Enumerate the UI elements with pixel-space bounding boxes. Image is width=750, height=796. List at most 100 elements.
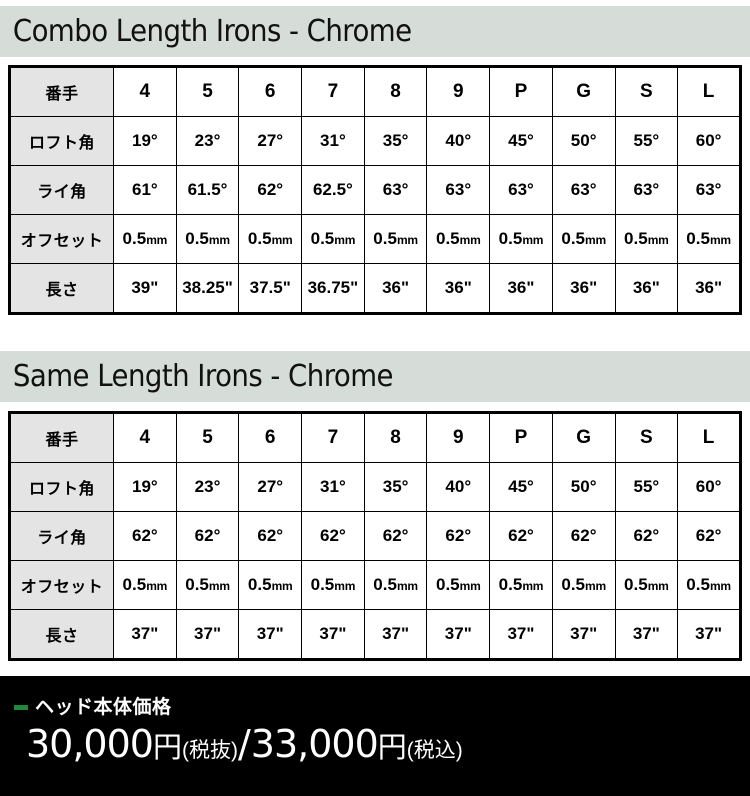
column-header-5: 5: [175, 66, 240, 117]
cell-lie-p: 62°: [489, 511, 553, 561]
column-header-6: 6: [238, 66, 303, 117]
price-excl-tax-amount: 30,000: [26, 722, 154, 766]
cell-lie-g: 62°: [551, 511, 616, 561]
cell-lie-9: 62°: [426, 511, 491, 561]
column-header-p: P: [489, 66, 553, 117]
row-header-loft: ロフト角: [9, 116, 114, 166]
offset-unit: mm: [271, 233, 293, 247]
offset-value: 0.5: [373, 229, 397, 248]
cell-length-8: 37": [363, 609, 428, 660]
cell-length-s: 37": [614, 609, 679, 660]
offset-value: 0.5: [686, 229, 710, 248]
cell-length-8: 36": [363, 263, 428, 314]
spec-table-same-wrapper: 番手 4 5 6 7 8 9 P G S L ロフト角 19° 23° 27°: [8, 411, 742, 661]
cell-offset-4: 0.5mm: [113, 560, 177, 610]
row-header-offset: オフセット: [9, 560, 114, 610]
offset-value: 0.5: [435, 575, 460, 594]
cell-lie-5: 62°: [175, 511, 240, 561]
cell-lie-g: 63°: [551, 165, 616, 215]
cell-loft-8: 35°: [363, 462, 428, 512]
cell-offset-l: 0.5mm: [677, 560, 741, 610]
table-row: 長さ 39" 38.25" 37.5" 36.75" 36" 36" 36" 3…: [9, 263, 741, 314]
cell-offset-l: 0.5mm: [677, 214, 741, 264]
price-excl-tax-yen: 円: [152, 732, 182, 764]
cell-lie-6: 62°: [238, 511, 303, 561]
cell-lie-8: 63°: [363, 165, 428, 215]
cell-length-p: 36": [489, 263, 553, 314]
offset-value: 0.5: [310, 575, 335, 594]
offset-unit: mm: [647, 233, 669, 247]
cell-lie-s: 63°: [614, 165, 679, 215]
offset-unit: mm: [647, 579, 669, 593]
offset-unit: mm: [459, 579, 481, 593]
table-row: オフセット 0.5mm 0.5mm 0.5mm 0.5mm 0.5mm 0.5m…: [9, 214, 741, 264]
section-title-band-same: Same Length Irons - Chrome: [0, 351, 750, 402]
table-row: オフセット 0.5mm 0.5mm 0.5mm 0.5mm 0.5mm 0.5m…: [9, 560, 741, 610]
row-header-lie: ライ角: [9, 511, 114, 561]
row-header-length: 長さ: [9, 609, 114, 660]
cell-length-g: 37": [551, 609, 616, 660]
cell-length-4: 37": [113, 609, 177, 660]
column-header-6: 6: [238, 412, 303, 463]
offset-value: 0.5: [373, 575, 397, 594]
cell-length-5: 37": [175, 609, 240, 660]
cell-offset-p: 0.5mm: [489, 214, 553, 264]
column-header-g: G: [551, 66, 616, 117]
cell-loft-4: 19°: [113, 116, 177, 166]
table-row: 長さ 37" 37" 37" 37" 37" 37" 37" 37" 37" 3…: [9, 609, 741, 660]
cell-offset-8: 0.5mm: [363, 214, 428, 264]
offset-value: 0.5: [686, 575, 710, 594]
cell-lie-p: 63°: [489, 165, 553, 215]
offset-unit: mm: [334, 233, 356, 247]
cell-lie-5: 61.5°: [175, 165, 240, 215]
offset-value: 0.5: [310, 229, 335, 248]
column-header-7: 7: [301, 412, 365, 463]
offset-unit: mm: [334, 579, 356, 593]
cell-length-g: 36": [551, 263, 616, 314]
cell-loft-8: 35°: [363, 116, 428, 166]
table-row: ライ角 61° 61.5° 62° 62.5° 63° 63° 63° 63° …: [9, 165, 741, 215]
cell-loft-s: 55°: [614, 462, 679, 512]
offset-value: 0.5: [498, 575, 523, 594]
column-header-l: L: [677, 412, 741, 463]
row-header-length: 長さ: [9, 263, 114, 314]
cell-loft-6: 27°: [238, 116, 303, 166]
column-header-l: L: [677, 66, 741, 117]
spec-table-combo-wrapper: 番手 4 5 6 7 8 9 P G S L ロフト角 19° 23° 27°: [8, 65, 742, 315]
column-header-p: P: [489, 412, 553, 463]
row-header-bangou: 番手: [9, 412, 114, 463]
offset-value: 0.5: [247, 229, 272, 248]
cell-length-l: 37": [677, 609, 741, 660]
table-row: 番手 4 5 6 7 8 9 P G S L: [9, 412, 741, 463]
cell-loft-4: 19°: [113, 462, 177, 512]
price-separator: /: [237, 722, 251, 766]
column-header-s: S: [614, 412, 679, 463]
offset-value: 0.5: [185, 229, 209, 248]
cell-offset-6: 0.5mm: [238, 560, 303, 610]
price-incl-tax-note: (税込): [406, 739, 463, 762]
cell-loft-l: 60°: [677, 462, 741, 512]
table-row: 番手 4 5 6 7 8 9 P G S L: [9, 66, 741, 117]
cell-offset-s: 0.5mm: [614, 560, 679, 610]
cell-lie-7: 62.5°: [301, 165, 365, 215]
column-header-s: S: [614, 66, 679, 117]
cell-loft-7: 31°: [301, 116, 365, 166]
price-block: ヘッド本体価格 30,000円(税抜)/33,000円(税込): [0, 676, 750, 796]
offset-value: 0.5: [435, 229, 460, 248]
cell-lie-6: 62°: [238, 165, 303, 215]
section-title-same: Same Length Irons - Chrome: [12, 358, 394, 394]
cell-loft-g: 50°: [551, 462, 616, 512]
cell-loft-p: 45°: [489, 116, 553, 166]
cell-lie-7: 62°: [301, 511, 365, 561]
cell-loft-l: 60°: [677, 116, 741, 166]
column-header-4: 4: [113, 412, 177, 463]
table-row: ロフト角 19° 23° 27° 31° 35° 40° 45° 50° 55°…: [9, 462, 741, 512]
cell-loft-p: 45°: [489, 462, 553, 512]
cell-offset-4: 0.5mm: [113, 214, 177, 264]
section-title-combo: Combo Length Irons - Chrome: [12, 13, 412, 49]
offset-value: 0.5: [561, 229, 585, 248]
offset-unit: mm: [585, 579, 606, 593]
offset-value: 0.5: [122, 229, 147, 248]
offset-unit: mm: [146, 233, 168, 247]
cell-offset-g: 0.5mm: [551, 214, 616, 264]
